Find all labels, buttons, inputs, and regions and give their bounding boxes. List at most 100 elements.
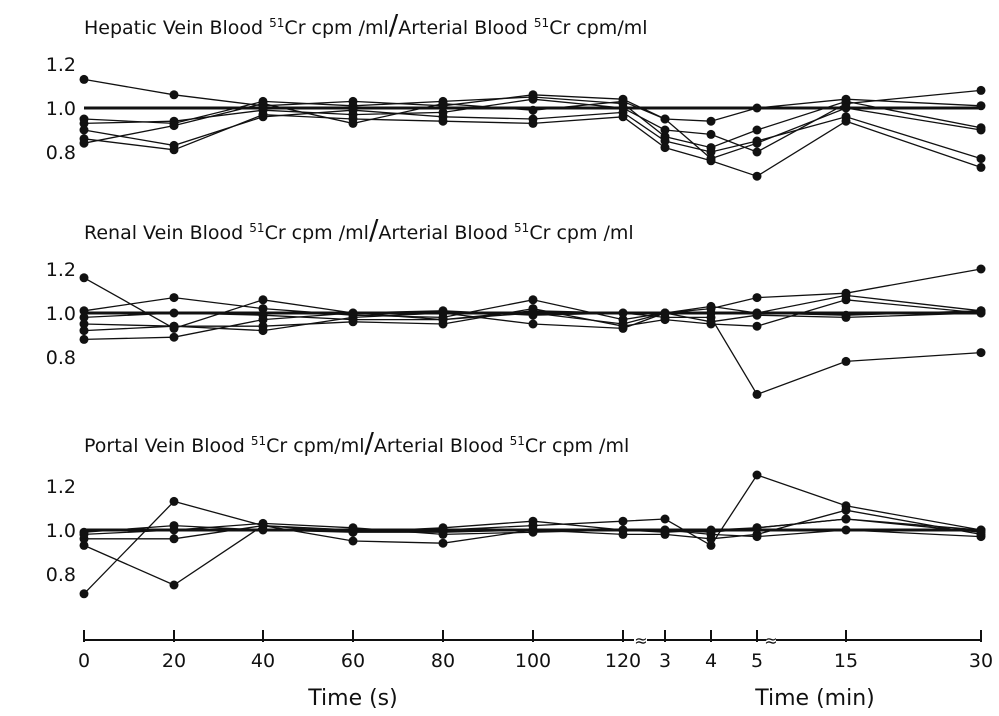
- data-point: [169, 293, 179, 303]
- title-part: Arterial Blood: [398, 17, 534, 39]
- data-point: [706, 540, 716, 550]
- data-point: [976, 527, 986, 537]
- data-point: [841, 116, 851, 126]
- title-part: Arterial Blood: [374, 435, 510, 457]
- data-point: [660, 525, 670, 535]
- series-line: [83, 296, 982, 321]
- y-tick-label: 1.2: [46, 259, 76, 281]
- series-line: [83, 100, 982, 160]
- data-point: [258, 99, 268, 109]
- data-point: [706, 317, 716, 327]
- y-tick-label: 1.0: [46, 520, 76, 542]
- data-point: [841, 525, 851, 535]
- data-point: [660, 308, 670, 318]
- data-point: [79, 306, 89, 316]
- data-point: [528, 308, 538, 318]
- series-line: [83, 78, 982, 122]
- y-tick-label: 0.8: [46, 142, 76, 164]
- series-line: [83, 509, 982, 586]
- data-point: [618, 319, 628, 329]
- data-point: [79, 589, 89, 599]
- series-line: [83, 518, 982, 536]
- data-point: [752, 310, 762, 320]
- data-point: [258, 518, 268, 528]
- x-axis-label-minutes: Time (min): [754, 686, 875, 711]
- data-point: [752, 389, 762, 399]
- isotope-superscript: 51: [249, 221, 264, 235]
- data-point: [79, 273, 89, 283]
- series-line: [83, 96, 982, 149]
- data-point: [752, 470, 762, 480]
- data-point: [79, 529, 89, 539]
- data-point: [841, 312, 851, 322]
- data-point: [169, 525, 179, 535]
- x-tick-label: 4: [705, 650, 717, 672]
- x-tick-label: 100: [515, 650, 551, 672]
- data-point: [528, 118, 538, 128]
- panel-title: Portal Vein Blood 51Cr cpm/ml/Arterial B…: [84, 426, 629, 459]
- x-axis: 0 20 40 60 80 100 120 3 4 5 15 30 ≈ ≈ Time (s) Time (mi…: [78, 630, 993, 711]
- data-point: [528, 527, 538, 537]
- data-point: [169, 121, 179, 131]
- data-point: [528, 94, 538, 104]
- data-point: [706, 147, 716, 157]
- series-line: [83, 113, 982, 177]
- data-point: [841, 505, 851, 515]
- data-point: [752, 293, 762, 303]
- x-tick-label: 20: [162, 650, 186, 672]
- title-part: Cr cpm /ml: [265, 222, 369, 244]
- data-point: [706, 154, 716, 164]
- series-line: [83, 294, 982, 332]
- data-point: [258, 525, 268, 535]
- data-point: [258, 295, 268, 305]
- panel-title: Renal Vein Blood 51Cr cpm /ml/Arterial B…: [84, 213, 634, 246]
- data-point: [79, 125, 89, 135]
- y-tick-label: 1.0: [46, 303, 76, 325]
- data-point: [169, 496, 179, 506]
- data-point: [528, 105, 538, 115]
- panel-2: Renal Vein Blood 51Cr cpm /ml/Arterial B…: [46, 213, 986, 399]
- data-point: [438, 116, 448, 126]
- data-point: [438, 538, 448, 548]
- isotope-superscript: 51: [251, 434, 266, 448]
- data-point: [169, 534, 179, 544]
- x-tick-label: 80: [431, 650, 455, 672]
- title-part: /: [369, 213, 379, 246]
- axis-break-mark: ≈: [634, 631, 647, 650]
- y-tick-label: 0.8: [46, 564, 76, 586]
- data-point: [618, 308, 628, 318]
- data-point: [258, 110, 268, 120]
- series-line: [83, 520, 982, 538]
- series-line: [83, 89, 982, 153]
- data-point: [348, 118, 358, 128]
- title-part: Renal Vein Blood: [84, 222, 249, 244]
- data-point: [348, 523, 358, 533]
- data-point: [618, 96, 628, 106]
- data-point: [706, 129, 716, 139]
- data-point: [258, 315, 268, 325]
- x-tick-label: 5: [751, 650, 763, 672]
- y-tick-label: 0.8: [46, 347, 76, 369]
- data-point: [841, 290, 851, 300]
- data-point: [752, 103, 762, 113]
- data-point: [660, 315, 670, 325]
- data-point: [169, 580, 179, 590]
- data-point: [706, 301, 716, 311]
- data-point: [752, 321, 762, 331]
- data-point: [976, 154, 986, 164]
- y-tick-label: 1.2: [46, 476, 76, 498]
- data-point: [79, 312, 89, 322]
- data-point: [79, 74, 89, 84]
- y-tick-label: 1.0: [46, 98, 76, 120]
- data-point: [660, 125, 670, 135]
- isotope-superscript: 51: [269, 16, 284, 30]
- data-point: [528, 295, 538, 305]
- title-part: /: [389, 8, 399, 41]
- data-point: [438, 523, 448, 533]
- data-point: [976, 308, 986, 318]
- data-point: [752, 171, 762, 181]
- data-point: [841, 103, 851, 113]
- isotope-superscript: 51: [514, 221, 529, 235]
- x-tick-label: 0: [78, 650, 90, 672]
- data-point: [438, 315, 448, 325]
